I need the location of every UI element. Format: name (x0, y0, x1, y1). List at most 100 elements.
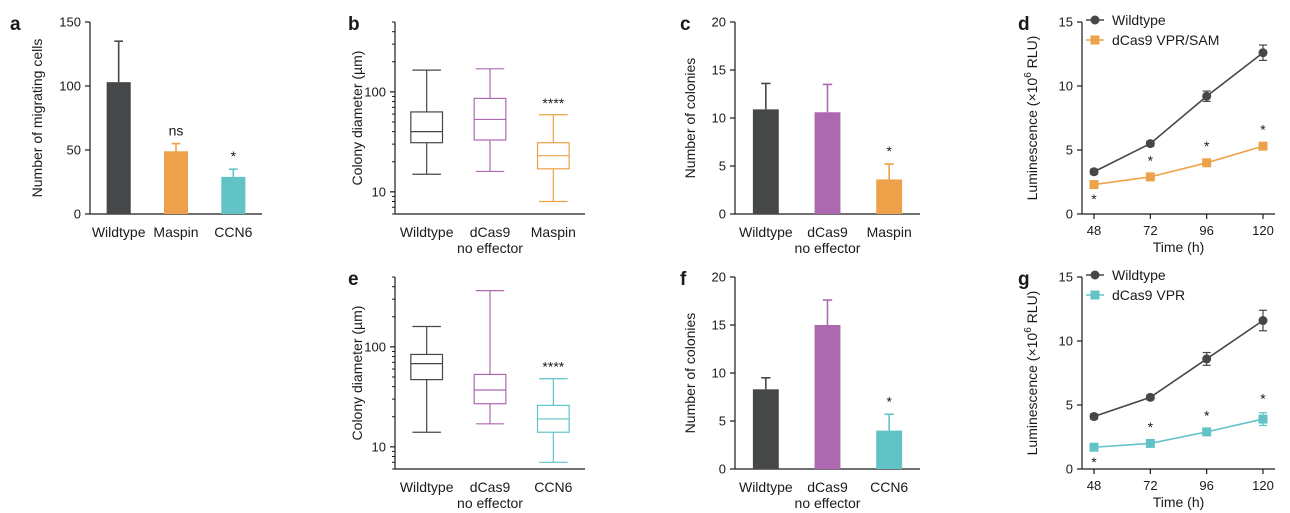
x-category-label: Maspin (153, 224, 198, 240)
y-tick-label: 15 (712, 318, 726, 333)
panel-d: d 0 5 10 15 Luminescence (×106 RLU) 48 72 96 120 T… (1018, 12, 1275, 255)
legend-label: Wildtype (1112, 12, 1166, 28)
significance-label: * (1091, 454, 1097, 470)
x-category-label: dCas9 (807, 479, 848, 495)
box (410, 111, 444, 144)
significance-label: * (1260, 391, 1266, 407)
legend-label: dCas9 VPR/SAM (1112, 32, 1219, 48)
x-tick-label: 120 (1252, 478, 1274, 493)
x-category-label: dCas9 (807, 224, 848, 240)
x-category-label: Wildtype (400, 479, 454, 495)
y-tick-label: 15 (1059, 15, 1073, 30)
significance-label: * (1260, 122, 1266, 138)
y-axis-label: Luminescence (×106 RLU) (1023, 291, 1040, 456)
x-category-label: no effector (457, 495, 523, 511)
y-tick-label: 5 (719, 414, 726, 429)
significance-label: * (1148, 152, 1154, 168)
y-axis-label: Number of colonies (682, 313, 698, 434)
bar (876, 430, 903, 469)
x-category-label: CCN6 (870, 479, 908, 495)
legend-marker (1090, 35, 1100, 45)
y-tick-label: 0 (74, 207, 81, 222)
significance-label: * (1204, 138, 1210, 154)
bar (106, 82, 131, 214)
x-tick-label: 120 (1252, 223, 1274, 238)
y-tick-label: 10 (712, 111, 726, 126)
series-line (1093, 145, 1264, 186)
bar (876, 179, 903, 214)
y-axis-label-sup: 6 (1023, 72, 1034, 78)
panel-f: f 0 5 10 15 20 Number of colonies Wildtype dCas9… (680, 269, 920, 511)
y-axis-label: Colony diameter (µm) (349, 51, 365, 186)
bar (752, 109, 779, 214)
data-point (1145, 139, 1155, 149)
box (410, 353, 444, 381)
x-category-label: Maspin (867, 224, 912, 240)
significance-label: **** (542, 95, 564, 111)
series-line (1093, 52, 1264, 173)
panel-letter: g (1018, 269, 1030, 290)
bar (814, 325, 841, 469)
y-tick-label: 0 (1066, 462, 1073, 477)
x-tick-label: 48 (1087, 478, 1101, 493)
bar (814, 112, 841, 214)
y-axis-label-unit: RLU) (1024, 291, 1040, 328)
data-point (1089, 412, 1099, 422)
y-tick-label: 100 (364, 339, 386, 354)
data-point (1145, 438, 1155, 448)
y-tick-label: 20 (712, 270, 726, 285)
y-tick-label: 10 (1059, 334, 1073, 349)
data-point (1089, 180, 1099, 190)
data-point (1258, 141, 1268, 151)
y-axis-label-text: Luminescence (×10 (1024, 78, 1040, 201)
x-category-label: Wildtype (92, 224, 146, 240)
data-point (1258, 48, 1268, 58)
y-tick-label: 150 (59, 15, 81, 30)
y-axis-label: Number of migrating cells (29, 39, 45, 198)
data-point (1258, 414, 1268, 424)
y-axis-label: Colony diameter (µm) (349, 306, 365, 441)
x-tick-label: 48 (1087, 223, 1101, 238)
significance-label: * (886, 393, 892, 409)
y-tick-label: 10 (1059, 79, 1073, 94)
x-category-label: no effector (457, 240, 523, 256)
y-tick-label: 15 (1059, 270, 1073, 285)
x-category-label: Maspin (531, 224, 576, 240)
panel-g: g 0 5 10 15 Luminescence (×106 RLU) 48 72 96 120 T… (1018, 267, 1275, 510)
y-tick-label: 0 (719, 462, 726, 477)
y-tick-label: 5 (719, 159, 726, 174)
x-category-label: CCN6 (534, 479, 572, 495)
y-axis-label: Luminescence (×106 RLU) (1023, 36, 1040, 201)
y-tick-label: 20 (712, 15, 726, 30)
panel-c: c 0 5 10 15 20 Number of colonies Wildtype dCas9… (680, 14, 920, 256)
bar (221, 176, 246, 214)
significance-label: * (1091, 191, 1097, 207)
y-tick-label: 0 (719, 207, 726, 222)
x-category-label: no effector (795, 495, 861, 511)
y-tick-label: 0 (1066, 207, 1073, 222)
box (473, 373, 507, 405)
data-point (1202, 427, 1212, 437)
data-point (1089, 442, 1099, 452)
bar (752, 389, 779, 469)
y-axis-label-unit: RLU) (1024, 36, 1040, 73)
panel-letter: e (348, 269, 359, 290)
y-tick-label: 10 (372, 184, 386, 199)
data-point (1202, 91, 1212, 101)
significance-label: **** (542, 359, 564, 375)
x-category-label: dCas9 (470, 224, 511, 240)
y-axis-label-sup: 6 (1023, 327, 1034, 333)
x-axis-label: Time (h) (1153, 239, 1205, 255)
legend-marker (1090, 270, 1100, 280)
y-axis-label: Number of colonies (682, 58, 698, 179)
significance-label: * (1148, 419, 1154, 435)
y-tick-label: 100 (59, 79, 81, 94)
x-tick-label: 72 (1143, 478, 1157, 493)
legend-marker (1090, 290, 1100, 300)
series-line (1093, 418, 1264, 449)
panel-letter: f (680, 269, 687, 290)
panel-letter: b (348, 14, 360, 35)
